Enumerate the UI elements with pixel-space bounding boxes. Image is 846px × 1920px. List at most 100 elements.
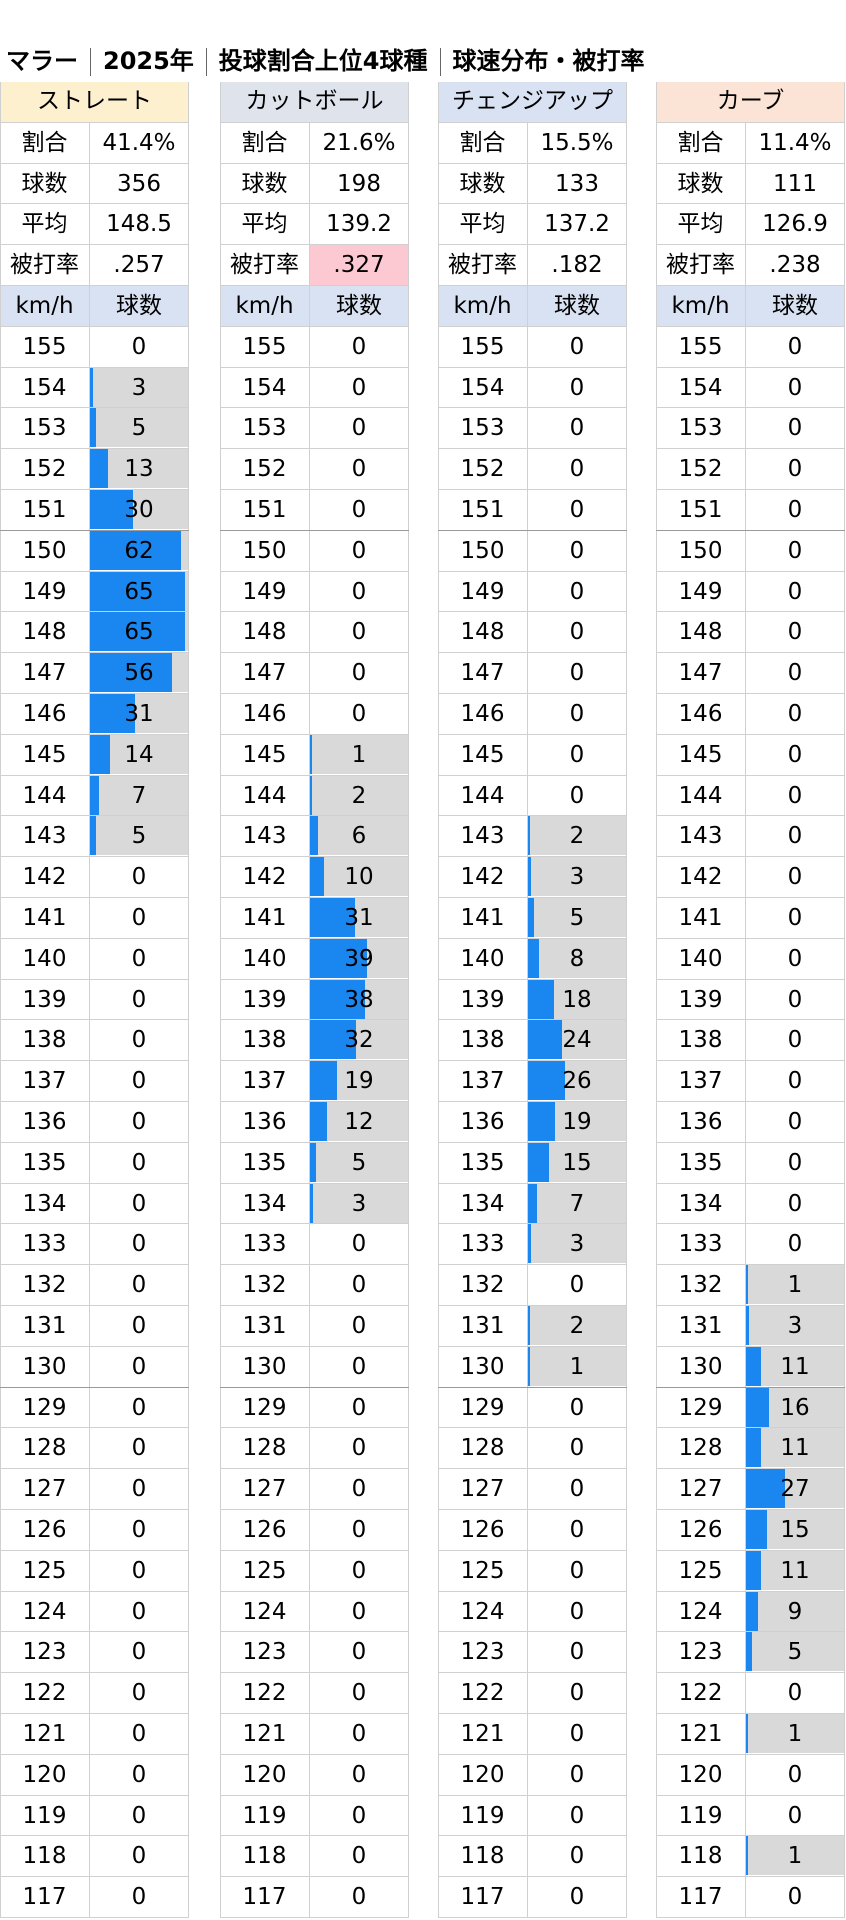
count-data-label: 0 bbox=[351, 1680, 367, 1707]
grid-line-horizontal bbox=[0, 1305, 189, 1306]
count-data-label: 31 bbox=[124, 701, 154, 727]
bar-background bbox=[309, 1142, 409, 1182]
grid-line-horizontal bbox=[656, 1141, 845, 1143]
pitch-type-header: チェンジアップ bbox=[438, 82, 627, 122]
speed-tick-label: 117 bbox=[460, 1884, 505, 1911]
count-data-label: 11 bbox=[780, 1353, 810, 1380]
grid-line-horizontal bbox=[220, 366, 409, 368]
speed-tick-label: 126 bbox=[22, 1517, 67, 1543]
grid-line-horizontal bbox=[656, 203, 845, 205]
count-data-label: 0 bbox=[131, 1353, 147, 1380]
speed-tick-label: 123 bbox=[460, 1639, 505, 1666]
count-data-label: 3 bbox=[351, 1190, 367, 1217]
count-data-label: 0 bbox=[569, 1476, 585, 1503]
grid-line-horizontal bbox=[656, 1753, 845, 1755]
grid-line-horizontal bbox=[438, 897, 627, 898]
count-bar bbox=[745, 1306, 750, 1345]
grid-line-horizontal bbox=[438, 611, 627, 613]
grid-line-horizontal bbox=[0, 121, 189, 123]
ratio-label: 割合 bbox=[241, 129, 288, 156]
grid-line-horizontal bbox=[438, 448, 627, 450]
pitch-count-header: 球数 bbox=[336, 293, 382, 319]
grid-line-horizontal bbox=[0, 285, 189, 286]
grid-line-horizontal bbox=[0, 733, 189, 735]
count-data-label: 7 bbox=[569, 1190, 585, 1217]
grid-line-horizontal bbox=[656, 489, 845, 490]
speed-tick-label: 128 bbox=[678, 1435, 723, 1462]
count-data-label: 0 bbox=[131, 1272, 147, 1299]
speed-tick-label: 130 bbox=[678, 1353, 723, 1380]
count-bar bbox=[527, 816, 530, 856]
count-data-label: 0 bbox=[569, 456, 585, 483]
grid-line-horizontal bbox=[220, 897, 409, 898]
speed-tick-label: 137 bbox=[242, 1068, 287, 1095]
grid-line-vertical bbox=[188, 82, 189, 1918]
speed-tick-label: 153 bbox=[242, 415, 287, 442]
count-data-label: 2 bbox=[569, 823, 585, 850]
grid-line-horizontal bbox=[220, 1509, 409, 1510]
grid-line-horizontal bbox=[0, 1264, 189, 1266]
grid-line-vertical bbox=[527, 122, 528, 1918]
speed-tick-label: 137 bbox=[22, 1068, 67, 1095]
grid-line-horizontal bbox=[0, 203, 189, 205]
count-bar bbox=[527, 1346, 530, 1386]
grid-line-horizontal bbox=[656, 1305, 845, 1306]
count-data-label: 0 bbox=[787, 1231, 803, 1258]
speed-tick-label: 143 bbox=[460, 823, 505, 850]
count-data-label: 3 bbox=[569, 1231, 585, 1258]
speed-tick-label: 129 bbox=[22, 1394, 67, 1421]
count-data-label: 0 bbox=[131, 1802, 147, 1829]
speed-tick-label: 121 bbox=[22, 1721, 67, 1747]
speed-tick-label: 155 bbox=[460, 333, 505, 360]
speed-tick-label: 121 bbox=[460, 1721, 505, 1747]
speed-tick-label: 149 bbox=[242, 578, 287, 605]
speed-tick-label: 142 bbox=[242, 864, 287, 891]
count-bar bbox=[745, 1346, 762, 1386]
count-bar bbox=[309, 734, 312, 774]
speed-tick-label: 137 bbox=[460, 1068, 505, 1095]
bar-background bbox=[527, 1346, 627, 1386]
title-year: 2025年 bbox=[103, 47, 194, 75]
count-bar bbox=[309, 1183, 314, 1223]
speed-tick-label: 150 bbox=[460, 537, 505, 564]
grid-line-horizontal bbox=[656, 1509, 845, 1510]
speed-tick-label: 118 bbox=[242, 1843, 287, 1870]
count-bar bbox=[527, 938, 539, 978]
grid-line-horizontal bbox=[220, 815, 409, 817]
grid-line-horizontal bbox=[656, 1713, 845, 1714]
count-data-label: 0 bbox=[569, 374, 585, 401]
count-bar bbox=[745, 1387, 769, 1427]
grid-line-horizontal bbox=[0, 774, 189, 776]
count-data-label: 0 bbox=[131, 905, 147, 931]
count-data-label: 1 bbox=[787, 1721, 803, 1747]
count-data-label: 0 bbox=[787, 660, 803, 687]
count-data-label: 0 bbox=[351, 619, 367, 646]
count-bar bbox=[309, 1020, 357, 1060]
pitch-type-header: カットボール bbox=[220, 82, 409, 122]
count-data-label: 19 bbox=[562, 1109, 592, 1135]
count-data-label: 3 bbox=[787, 1313, 803, 1339]
count-data-label: 0 bbox=[351, 497, 367, 523]
grid-line-horizontal bbox=[220, 1468, 409, 1470]
count-data-label: 0 bbox=[351, 1435, 367, 1462]
speed-tick-label: 127 bbox=[22, 1476, 67, 1503]
grid-line-horizontal bbox=[0, 1590, 189, 1592]
count-label: 球数 bbox=[459, 170, 506, 197]
grid-line-horizontal bbox=[220, 529, 409, 531]
speed-tick-label: 125 bbox=[242, 1557, 287, 1584]
speed-tick-label: 148 bbox=[22, 619, 67, 646]
count-data-label: 12 bbox=[344, 1109, 374, 1135]
grid-line-horizontal bbox=[0, 611, 189, 613]
speed-tick-label: 127 bbox=[460, 1476, 505, 1503]
grid-line-horizontal bbox=[656, 1794, 845, 1796]
speed-tick-label: 120 bbox=[678, 1761, 723, 1788]
grid-line-horizontal bbox=[220, 693, 409, 694]
pitch-count-header: 球数 bbox=[554, 293, 600, 319]
count-data-label: 0 bbox=[569, 660, 585, 687]
ratio-value: 15.5% bbox=[540, 129, 614, 156]
speed-tick-label: 118 bbox=[22, 1843, 67, 1870]
speed-tick-label: 149 bbox=[22, 578, 67, 605]
grid-line-horizontal bbox=[656, 570, 845, 572]
grid-line-horizontal bbox=[438, 407, 627, 409]
count-bar bbox=[89, 449, 109, 489]
